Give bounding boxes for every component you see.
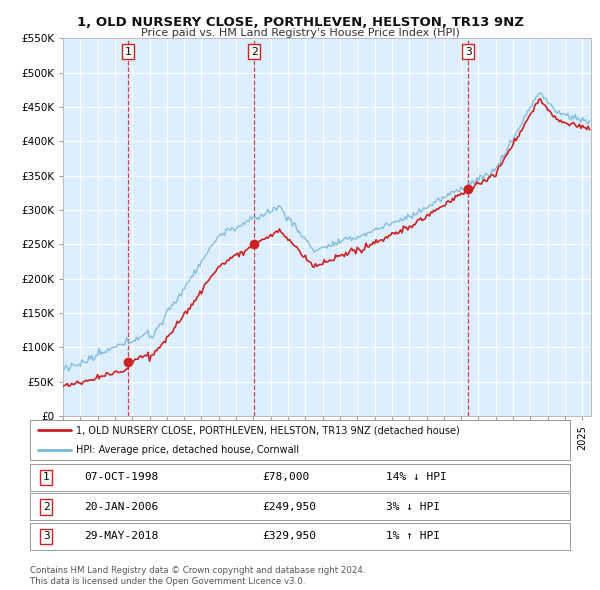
Text: £78,000: £78,000	[262, 473, 310, 482]
Text: £329,950: £329,950	[262, 532, 316, 541]
Text: 20-JAN-2006: 20-JAN-2006	[84, 502, 158, 512]
Text: 1: 1	[125, 47, 131, 57]
Text: This data is licensed under the Open Government Licence v3.0.: This data is licensed under the Open Gov…	[30, 577, 305, 586]
Text: 1, OLD NURSERY CLOSE, PORTHLEVEN, HELSTON, TR13 9NZ (detached house): 1, OLD NURSERY CLOSE, PORTHLEVEN, HELSTO…	[76, 425, 460, 435]
Text: 3: 3	[465, 47, 472, 57]
Text: 14% ↓ HPI: 14% ↓ HPI	[386, 473, 447, 482]
Text: 3: 3	[43, 532, 50, 541]
Text: 2: 2	[43, 502, 50, 512]
Text: 1, OLD NURSERY CLOSE, PORTHLEVEN, HELSTON, TR13 9NZ: 1, OLD NURSERY CLOSE, PORTHLEVEN, HELSTO…	[77, 16, 523, 29]
Text: £249,950: £249,950	[262, 502, 316, 512]
Text: HPI: Average price, detached house, Cornwall: HPI: Average price, detached house, Corn…	[76, 445, 299, 455]
Text: Price paid vs. HM Land Registry's House Price Index (HPI): Price paid vs. HM Land Registry's House …	[140, 28, 460, 38]
Text: 1: 1	[43, 473, 50, 482]
Text: 29-MAY-2018: 29-MAY-2018	[84, 532, 158, 541]
Text: 2: 2	[251, 47, 257, 57]
Text: 1% ↑ HPI: 1% ↑ HPI	[386, 532, 440, 541]
Text: 3% ↓ HPI: 3% ↓ HPI	[386, 502, 440, 512]
Text: Contains HM Land Registry data © Crown copyright and database right 2024.: Contains HM Land Registry data © Crown c…	[30, 566, 365, 575]
Text: 07-OCT-1998: 07-OCT-1998	[84, 473, 158, 482]
